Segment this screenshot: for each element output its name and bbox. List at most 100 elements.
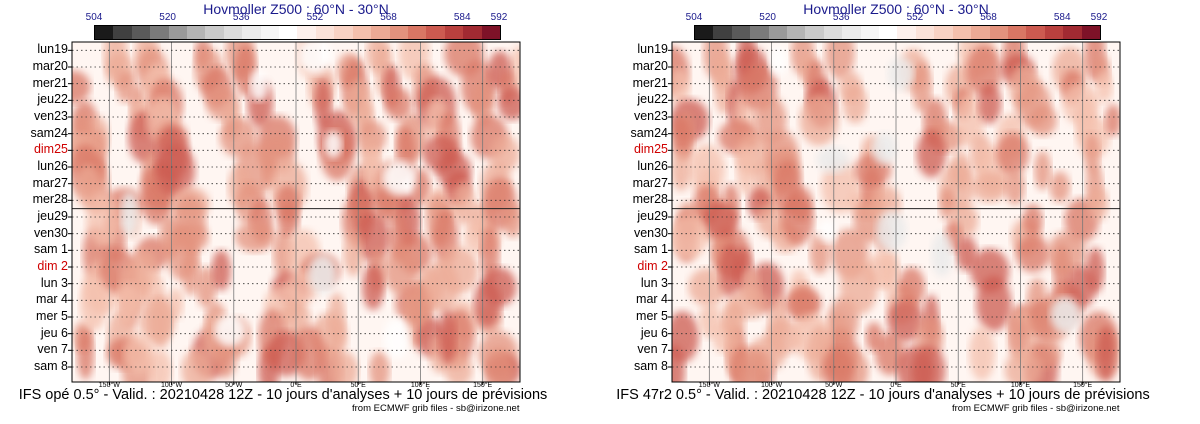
colorbar-tick-label: 584 xyxy=(453,12,471,23)
heatmap-cell xyxy=(76,327,95,380)
heatmap-cell xyxy=(181,244,201,296)
heatmap-cell xyxy=(324,130,343,159)
heatmap-cell xyxy=(1083,133,1101,175)
colorbar-tick-label: 504 xyxy=(85,12,103,23)
y-axis-label: mer21 xyxy=(32,75,68,90)
colorbar-segment xyxy=(334,26,353,39)
y-axis-label: jeu 6 xyxy=(640,325,668,340)
x-axis-label: 50°W xyxy=(825,382,843,389)
heatmap-cell xyxy=(817,219,837,243)
chart-caption: IFS 47r2 0.5° - Valid. : 20210428 12Z - … xyxy=(616,387,1150,403)
heatmap-cell xyxy=(173,221,209,253)
heatmap-cell xyxy=(672,149,691,192)
y-axis-label: mer 5 xyxy=(36,309,68,323)
colorbar-tick-label: 536 xyxy=(232,12,250,23)
colorbar-segment xyxy=(315,26,335,39)
heatmap-cell xyxy=(1028,104,1058,137)
colorbar-tick-label: 520 xyxy=(759,12,776,23)
colorbar-tick-label: 592 xyxy=(490,12,508,23)
heatmap-cell xyxy=(369,351,390,382)
colorbar-segment xyxy=(695,26,714,39)
x-axis-label: 100°W xyxy=(161,382,183,389)
y-axis-label: dim 2 xyxy=(637,259,668,273)
colorbar-segment xyxy=(879,26,898,39)
colorbar-segment xyxy=(352,26,372,39)
colorbar-segment xyxy=(713,26,732,39)
colorbar-segment xyxy=(297,26,316,39)
heatmap-cell xyxy=(672,116,692,158)
chart-title: Hovmoller Z500 : 60°N - 30°N xyxy=(803,1,989,17)
colorbar-segment xyxy=(750,26,769,39)
heatmap-cell xyxy=(825,42,855,80)
heatmap-cell xyxy=(196,266,217,308)
y-axis-label: mar20 xyxy=(32,59,68,73)
heatmap-cell xyxy=(141,182,173,225)
x-axis-label: 50°E xyxy=(950,382,966,389)
heatmap-cell xyxy=(969,326,995,381)
heatmap-cell xyxy=(405,280,432,327)
heatmap-cell xyxy=(955,93,984,147)
colorbar-segment xyxy=(279,26,298,39)
heatmap-cell xyxy=(1005,169,1025,205)
y-axis-label: lun19 xyxy=(637,42,668,57)
heatmap-cell xyxy=(784,288,822,319)
y-axis-label: jeu 6 xyxy=(40,325,68,340)
heatmap-cell xyxy=(799,94,839,146)
y-axis-label: jeu22 xyxy=(37,92,68,107)
heatmap-cell xyxy=(1015,235,1050,273)
colorbar-segment xyxy=(805,26,824,39)
heatmap-cell xyxy=(249,70,269,102)
y-axis-label: dim25 xyxy=(33,142,68,157)
heatmap-cell xyxy=(1104,104,1120,137)
colorbar-tick-label: 568 xyxy=(980,12,997,23)
y-axis-label: mer28 xyxy=(32,192,68,207)
heatmap-cell xyxy=(871,132,898,166)
heatmap-cell xyxy=(1034,150,1052,191)
colorbar-segment xyxy=(444,26,464,39)
y-axis-label: ven 7 xyxy=(637,342,668,357)
colorbar-segment xyxy=(860,26,880,39)
y-axis-label: sam24 xyxy=(630,125,668,140)
y-axis-label: dim 2 xyxy=(37,259,68,273)
y-axis-label: ven30 xyxy=(33,225,68,240)
heatmap-cell xyxy=(181,348,213,382)
colorbar-segment xyxy=(426,26,445,39)
heatmap-cell xyxy=(292,326,326,381)
heatmap-cell xyxy=(971,171,1008,203)
colorbar-segment xyxy=(205,26,224,39)
x-axis-label: 100°E xyxy=(1010,382,1031,389)
heatmap-cell xyxy=(672,344,686,382)
y-axis-label: lun26 xyxy=(637,159,668,173)
colorbar-segment xyxy=(1081,26,1100,39)
heatmap-cell xyxy=(480,225,500,282)
heatmap-cell xyxy=(147,349,172,382)
y-axis-label: jeu29 xyxy=(637,209,668,223)
x-axis-label: 150°E xyxy=(473,382,493,389)
y-axis-label: jeu29 xyxy=(37,209,68,223)
heatmap-cell xyxy=(887,56,914,91)
colorbar-segment xyxy=(823,26,843,39)
colorbar xyxy=(694,25,1101,40)
x-axis-label: 150°W xyxy=(98,382,120,389)
colorbar-tick-label: 552 xyxy=(306,12,324,23)
heatmap-cell xyxy=(1047,231,1086,276)
heatmap-cell xyxy=(809,233,831,275)
y-axis-label: sam 1 xyxy=(33,242,68,257)
heatmap-cell xyxy=(211,249,231,291)
heatmap-cell xyxy=(444,354,473,382)
x-axis-label: 50°W xyxy=(225,382,243,389)
heatmap-cell xyxy=(1050,296,1081,333)
colorbar-tick-label: 536 xyxy=(832,12,850,23)
x-axis-label: 0°E xyxy=(290,382,302,389)
colorbar-segment xyxy=(787,26,806,39)
colorbar-segment xyxy=(131,26,151,39)
colorbar-segment xyxy=(1026,26,1045,39)
heatmap-cell xyxy=(473,279,502,329)
heatmap-cell xyxy=(330,351,359,382)
chart-title: Hovmoller Z500 : 60°N - 30°N xyxy=(203,1,389,17)
y-axis-label: lun19 xyxy=(37,42,68,57)
heatmap-cell xyxy=(343,230,364,277)
colorbar-segment xyxy=(897,26,916,39)
x-axis-label: 0°E xyxy=(890,382,902,389)
heatmap-cell xyxy=(931,232,954,277)
